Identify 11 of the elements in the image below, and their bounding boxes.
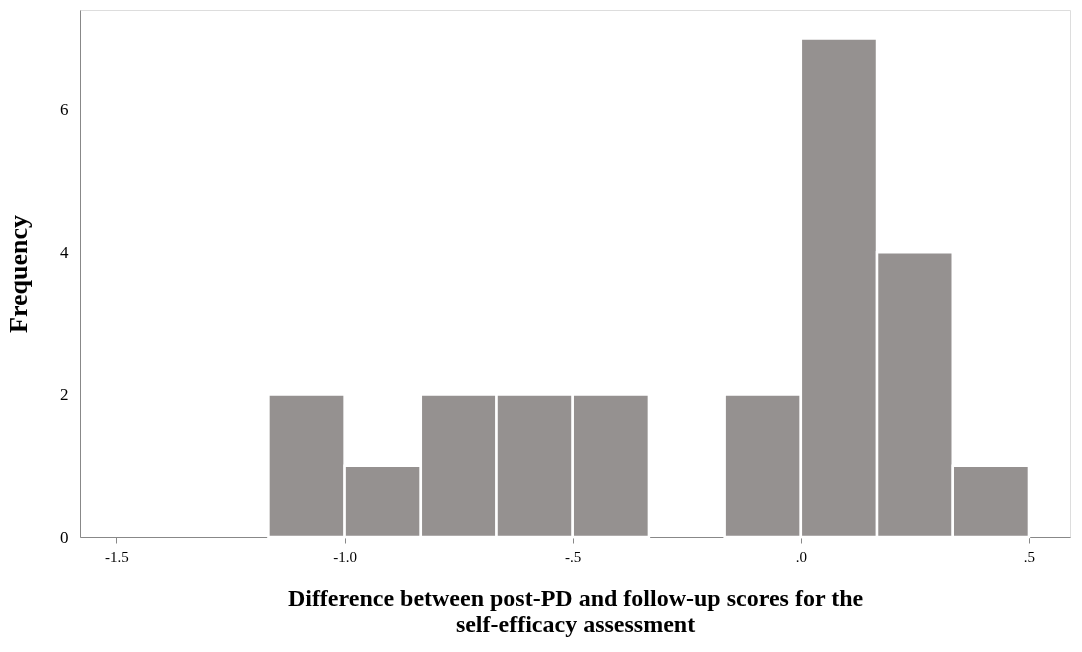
y-tick-label: 0 bbox=[60, 527, 69, 547]
x-axis-title: Difference between post-PD and follow-up scores for the self-efficacy assessment bbox=[287, 584, 864, 637]
x-tick-label: -1.5 bbox=[105, 548, 129, 565]
x-tick-label: -.5 bbox=[565, 548, 582, 565]
x-tick-label: -1.0 bbox=[333, 548, 357, 565]
x-tick-label: .5 bbox=[1023, 548, 1036, 565]
x-tick-label: .0 bbox=[795, 548, 807, 565]
y-tick-label: 6 bbox=[60, 100, 69, 120]
y-tick-label: 4 bbox=[60, 242, 69, 262]
y-axis-title: Frequency bbox=[4, 215, 33, 333]
y-tick-label: 2 bbox=[60, 385, 69, 405]
